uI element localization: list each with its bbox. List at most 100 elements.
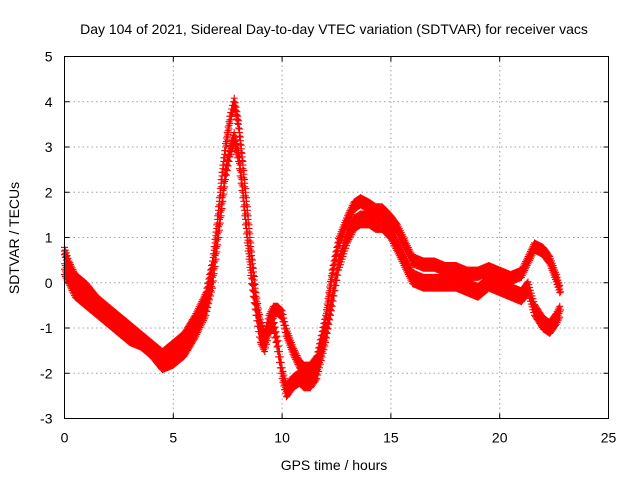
data-point: [393, 220, 401, 228]
data-point: [230, 129, 238, 137]
data-point: [278, 364, 286, 372]
x-tick-label: 20: [492, 430, 508, 446]
data-point: [247, 261, 255, 269]
axis-ticks: 0 5 10 15 20 25 -3 -2 -1 0 1 2 3 4 5: [40, 49, 616, 446]
data-point: [277, 358, 285, 366]
data-point: [251, 294, 259, 302]
y-tick-label: 5: [45, 49, 53, 65]
data-point: [275, 342, 283, 350]
x-tick-label: 5: [169, 430, 177, 446]
data-point: [235, 154, 243, 162]
x-tick-label: 10: [274, 430, 290, 446]
y-tick-label: 1: [45, 230, 53, 246]
data-point: [280, 371, 288, 379]
data-point: [270, 319, 278, 327]
y-tick-label: -1: [40, 320, 53, 336]
data-point: [255, 317, 263, 325]
x-axis-label: GPS time / hours: [281, 457, 388, 473]
data-point: [66, 259, 74, 267]
data-point: [327, 296, 335, 304]
data-point: [556, 302, 564, 310]
plot-frame: [64, 56, 609, 419]
data-series: [61, 94, 565, 401]
y-tick-label: 0: [45, 275, 53, 291]
data-point: [250, 288, 258, 296]
data-point: [244, 236, 252, 244]
data-point: [294, 353, 302, 361]
data-point: [241, 201, 249, 209]
data-point: [293, 351, 301, 359]
data-point: [545, 251, 553, 259]
data-point: [67, 262, 75, 270]
data-point: [253, 306, 261, 314]
data-point: [291, 348, 299, 356]
data-point: [556, 281, 564, 289]
data-point: [388, 225, 396, 233]
data-point: [271, 323, 279, 331]
data-point: [245, 244, 253, 252]
data-point: [279, 310, 287, 318]
data-point: [242, 210, 250, 218]
y-tick-label: 4: [45, 94, 53, 110]
data-point: [233, 108, 241, 116]
data-point: [278, 307, 286, 315]
data-point: [70, 279, 78, 287]
y-tick-label: 2: [45, 184, 53, 200]
chart-title: Day 104 of 2021, Sidereal Day-to-day VTE…: [80, 21, 588, 37]
data-point: [390, 230, 398, 238]
data-point: [272, 328, 280, 336]
data-point: [280, 314, 288, 322]
data-point: [234, 143, 242, 151]
data-point: [232, 136, 240, 144]
data-point: [237, 168, 245, 176]
data-point: [249, 281, 257, 289]
data-point: [391, 232, 399, 240]
data-point: [255, 322, 263, 330]
data-point: [290, 345, 298, 353]
x-tick-label: 25: [601, 430, 617, 446]
data-point: [242, 219, 250, 227]
x-tick-label: 15: [383, 430, 399, 446]
y-axis-label: SDTVAR / TECUs: [6, 182, 22, 294]
data-point: [65, 269, 73, 277]
data-point: [273, 332, 281, 340]
data-point: [254, 311, 262, 319]
data-point: [274, 337, 282, 345]
data-point: [281, 375, 289, 383]
data-point: [275, 348, 283, 356]
x-tick-label: 0: [61, 430, 69, 446]
data-point: [68, 264, 76, 272]
data-point: [236, 133, 244, 141]
data-point: [67, 274, 75, 282]
grid: [64, 56, 609, 419]
data-point: [276, 353, 284, 361]
data-point: [277, 306, 285, 314]
y-tick-label: -2: [40, 365, 53, 381]
data-point: [248, 269, 256, 277]
data-point: [393, 235, 401, 243]
data-point: [279, 367, 287, 375]
data-point: [231, 99, 239, 107]
y-tick-label: 3: [45, 139, 53, 155]
data-point: [66, 260, 74, 268]
data-point: [249, 275, 257, 283]
data-point: [243, 228, 251, 236]
data-point: [68, 276, 76, 284]
data-point: [246, 253, 254, 261]
data-point: [235, 125, 243, 133]
data-point: [66, 270, 74, 278]
data-point: [232, 103, 240, 111]
data-point: [235, 147, 243, 155]
data-point: [236, 161, 244, 169]
data-point: [252, 300, 260, 308]
data-point: [269, 314, 277, 322]
data-point: [292, 350, 300, 358]
data-point: [69, 277, 77, 285]
data-point: [66, 272, 74, 280]
data-point: [289, 343, 297, 351]
data-point: [234, 112, 242, 120]
data-point: [387, 224, 395, 232]
y-tick-label: -3: [40, 411, 53, 427]
data-point: [291, 346, 299, 354]
data-point: [269, 315, 277, 323]
